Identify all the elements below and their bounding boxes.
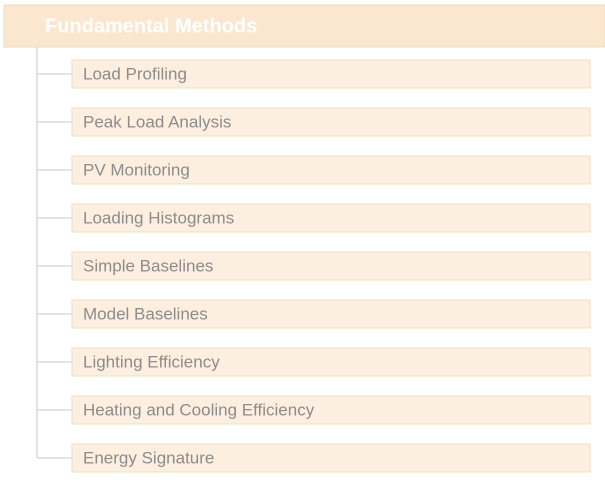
item-label: PV Monitoring (83, 160, 190, 179)
header-title: Fundamental Methods (45, 15, 257, 37)
item-box (71, 155, 591, 185)
item-label: Model Baselines (83, 304, 208, 323)
item-box (71, 107, 591, 137)
item-box (71, 203, 591, 233)
header-bar (3, 4, 605, 48)
item-box (71, 443, 591, 473)
item-box (71, 299, 591, 329)
item-box (71, 59, 591, 89)
item-label: Simple Baselines (83, 256, 213, 275)
item-label: Heating and Cooling Efficiency (83, 400, 315, 419)
item-box (71, 347, 591, 377)
item-label: Energy Signature (83, 448, 214, 467)
item-label: Peak Load Analysis (83, 112, 231, 131)
item-label: Loading Histograms (83, 208, 234, 227)
item-box (71, 395, 591, 425)
item-label: Load Profiling (83, 64, 187, 83)
item-box (71, 251, 591, 281)
tree-items: Load Profiling Peak Load Analysis PV Monit… (36, 47, 591, 473)
item-label: Lighting Efficiency (83, 352, 220, 371)
